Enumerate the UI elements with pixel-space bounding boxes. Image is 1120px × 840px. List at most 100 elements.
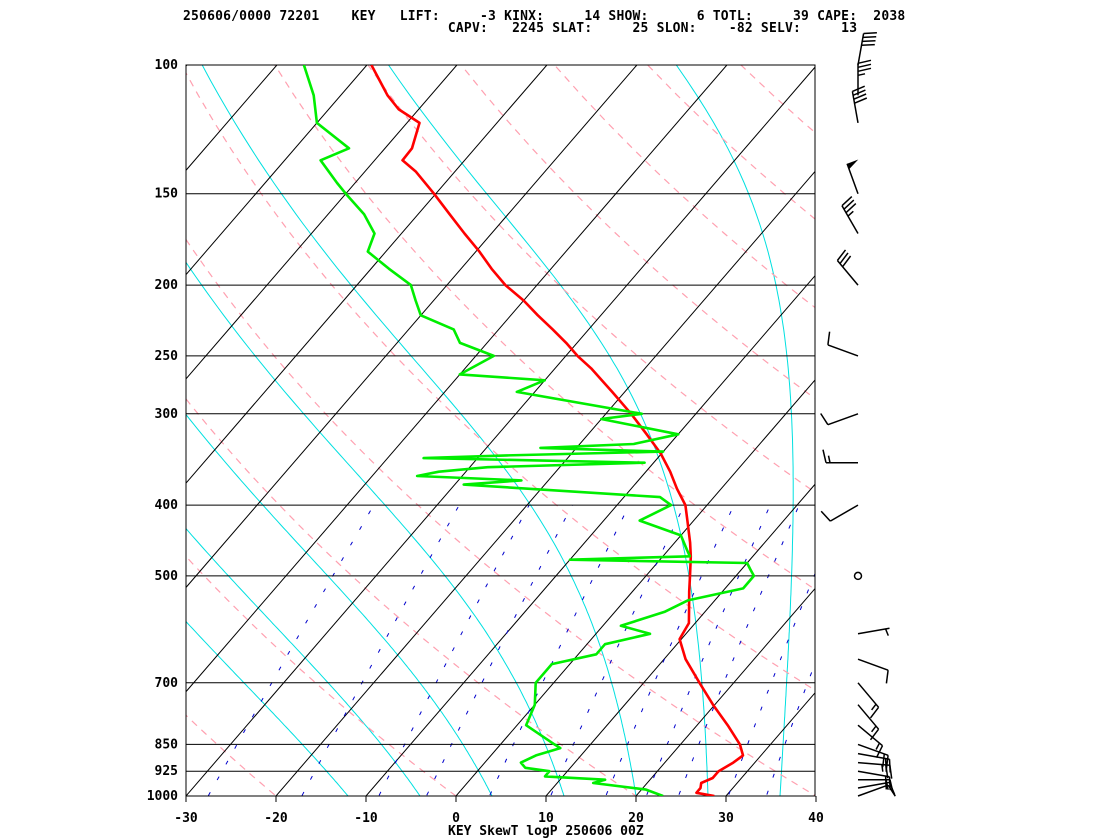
isotherm-line <box>186 65 728 693</box>
calm-wind-circle <box>853 571 863 581</box>
pressure-tick-label: 1000 <box>147 789 178 804</box>
wind-barb-shaft <box>857 704 880 730</box>
dry-adiabat-line <box>274 65 815 591</box>
plot-frame <box>185 64 816 797</box>
wind-barb-shaft <box>841 205 859 234</box>
temperature-tick-label: -20 <box>264 811 288 826</box>
wind-barb-flag <box>839 252 849 265</box>
wind-barb-pennant <box>847 159 859 170</box>
isotherm-line <box>275 170 815 796</box>
wind-barbs <box>820 32 896 797</box>
mixing-ratio-line <box>765 662 815 796</box>
wind-barb-flag <box>820 413 829 426</box>
dry-adiabat-line <box>460 65 815 400</box>
wind-barb-flag <box>881 753 886 768</box>
wind-barb-shaft <box>857 33 865 66</box>
wind-barb-flag <box>853 93 867 100</box>
pressure-tick-label: 700 <box>155 676 179 691</box>
mixing-ratio-line <box>301 504 460 796</box>
temperature-tick-label: 0 <box>452 811 460 826</box>
dry-adiabat-line <box>834 65 1120 812</box>
mixing-ratio-line <box>727 572 815 796</box>
isotherm-line <box>186 65 278 172</box>
wind-barb-flag <box>852 89 866 96</box>
pressure-tick-label: 100 <box>155 58 179 73</box>
dry-adiabat-line <box>186 397 638 796</box>
temperature-tick-label: 40 <box>808 811 824 826</box>
wind-barb-flag <box>888 776 891 791</box>
pressure-tick-label: 300 <box>155 407 179 422</box>
isotherm-line <box>635 587 815 796</box>
mixing-ratio-line <box>207 504 375 796</box>
temperature-tick-label: -10 <box>354 811 378 826</box>
dry-adiabat-line <box>927 65 1120 812</box>
wind-barb-flag <box>861 43 875 47</box>
dry-adiabat-line <box>186 714 277 796</box>
isotherm-line <box>725 692 815 796</box>
pressure-tick-label: 200 <box>155 278 179 293</box>
header-line-station: CAPV: 2245 SLAT: 25 SLON: -82 SELV: 13 <box>183 21 858 36</box>
wind-barb-flag <box>857 59 872 65</box>
isotherm-line <box>455 379 815 796</box>
wind-barb-shaft <box>857 658 889 671</box>
pressure-tick-label: 250 <box>155 349 179 364</box>
wind-barb-shaft <box>857 784 889 797</box>
moist-adiabat-line <box>186 620 349 796</box>
wind-barb-half-flag <box>827 455 831 463</box>
isotherm-line <box>893 65 1120 812</box>
wind-barb-shaft <box>829 504 859 522</box>
sounding-header: 250606/0000 72201 KEY LIFT: -3 KINX: 14 … <box>0 0 1120 40</box>
isotherm-line <box>803 65 1120 812</box>
wind-barb-shaft <box>836 260 859 286</box>
wind-barb-shaft <box>857 724 883 747</box>
wind-barb-half-flag <box>847 210 854 217</box>
wind-barb-flag <box>822 449 827 463</box>
pressure-tick-label: 500 <box>155 569 179 584</box>
mixing-ratio-line <box>488 504 630 796</box>
wind-barb-flag <box>820 510 831 522</box>
wind-barb-flag <box>854 97 868 104</box>
isotherm-line <box>186 65 638 589</box>
pressure-tick-label: 150 <box>155 187 179 202</box>
wind-barb-flag <box>869 728 880 741</box>
wind-barb-half-flag <box>875 742 881 750</box>
wind-barb-flag <box>843 199 855 210</box>
temperature-tick-label: 10 <box>538 811 554 826</box>
wind-barb-shaft <box>857 627 890 635</box>
wind-barb-shaft <box>857 770 890 778</box>
dry-adiabat-line <box>554 65 815 309</box>
wind-barb-half-flag <box>881 764 884 772</box>
header-line-indices: 250606/0000 72201 KEY LIFT: -3 KINX: 14 … <box>183 9 906 24</box>
mixing-ratio-line <box>425 504 573 796</box>
wind-barb-flag <box>857 67 872 73</box>
mixing-ratio-line <box>605 504 735 796</box>
wind-barb-flag <box>862 35 877 39</box>
pressure-tick-label: 850 <box>155 737 179 752</box>
dewpoint-profile-line <box>302 65 756 796</box>
wind-barb-flag <box>869 706 880 719</box>
dry-adiabat-line <box>740 65 815 134</box>
isotherm-line <box>186 65 458 380</box>
dry-adiabat-line <box>647 65 815 220</box>
wind-barb-flag <box>862 39 876 43</box>
wind-barb-flag <box>857 63 872 69</box>
wind-barb-flag <box>836 249 847 261</box>
wind-barb-shaft <box>857 761 890 767</box>
moist-adiabat-line <box>186 413 493 796</box>
wind-barb-flag <box>875 745 884 758</box>
wind-barb-half-flag <box>857 73 866 77</box>
moist-adiabat-line <box>839 65 944 812</box>
wind-barb-shaft <box>857 743 889 757</box>
wind-barb-flag <box>885 670 889 684</box>
wind-barb-flag <box>884 758 888 772</box>
dry-adiabat-line <box>186 555 458 796</box>
dry-adiabat-line <box>186 71 815 691</box>
dry-adiabat-line <box>186 238 815 796</box>
moist-adiabat-line <box>675 65 794 796</box>
wind-barb-shaft <box>827 413 859 426</box>
wind-barb-flag <box>863 32 877 35</box>
temperature-tick-label: 30 <box>718 811 734 826</box>
wind-barb-half-flag <box>871 725 877 733</box>
wind-barb-shaft <box>857 781 890 789</box>
isotherm-line <box>0 65 97 812</box>
